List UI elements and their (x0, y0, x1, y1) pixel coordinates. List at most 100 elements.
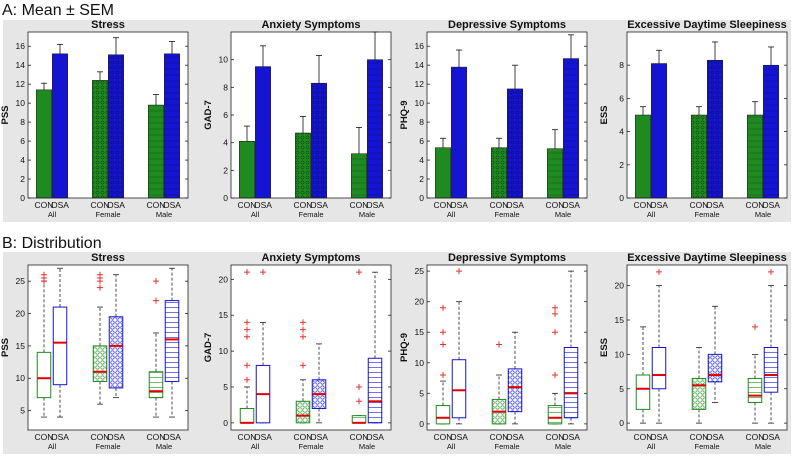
outlier-marker (153, 297, 159, 304)
x-tick-label: CON (634, 200, 653, 210)
x-tick-label: CON (746, 432, 765, 442)
outlier-marker (300, 326, 306, 333)
y-tick-label: 8 (419, 117, 424, 127)
x-tick-label: CON (546, 432, 565, 442)
x-tick-label: OSA (366, 432, 384, 442)
chart-bar-3: Excessive Daytime SleepinessESS02468CONO… (599, 19, 788, 219)
outlier-marker (97, 284, 103, 291)
bar (507, 88, 523, 199)
outlier-marker (300, 333, 306, 340)
y-tick-label: 6 (223, 110, 228, 120)
group-label: Male (755, 210, 771, 219)
box (507, 368, 523, 413)
y-tick-label: 20 (415, 297, 425, 307)
x-tick-label: CON (91, 200, 110, 210)
x-tick-label: OSA (310, 432, 328, 442)
y-tick-label: 20 (615, 281, 625, 291)
x-tick-label: CON (490, 200, 509, 210)
y-axis-label: PSS (0, 338, 11, 357)
x-tick-label: CON (350, 200, 369, 210)
bar (92, 80, 108, 199)
y-tick-label: 0 (619, 418, 624, 428)
y-tick-label: 10 (415, 358, 425, 368)
x-tick-label: OSA (706, 200, 724, 210)
bar (707, 59, 723, 199)
y-tick-label: 6 (619, 93, 624, 103)
y-tick-label: 4 (619, 127, 624, 137)
y-tick-label: 12 (415, 79, 425, 89)
x-tick-label: CON (147, 432, 166, 442)
plot-area (427, 265, 587, 430)
x-tick-label: CON (546, 200, 565, 210)
y-axis-label: PHQ-9 (399, 333, 410, 362)
y-tick-label: 16 (415, 41, 425, 51)
x-tick-label: OSA (506, 432, 524, 442)
chart-title: Anxiety Symptoms (261, 19, 360, 31)
x-tick-label: OSA (706, 432, 724, 442)
y-tick-label: 2 (223, 165, 228, 175)
chart-title: Anxiety Symptoms (261, 252, 360, 264)
outlier-marker (244, 326, 250, 333)
box (164, 300, 180, 382)
group-label: Male (755, 442, 771, 451)
plot-frame (426, 264, 588, 431)
outlier-marker (244, 269, 250, 276)
y-tick-label: 14 (16, 60, 26, 70)
chart-box-2: Depressive SymptomsPHQ-90510152025CONOSA… (399, 252, 588, 451)
y-tick-label: 4 (223, 138, 228, 148)
box (295, 400, 311, 424)
x-tick-label: OSA (562, 432, 580, 442)
plot-area (28, 32, 188, 198)
y-tick-label: 20 (16, 309, 26, 319)
box (763, 347, 779, 393)
y-tick-label: 16 (16, 41, 26, 51)
y-tick-label: 14 (415, 60, 425, 70)
x-tick-label: OSA (762, 432, 780, 442)
outlier-marker (244, 319, 250, 326)
y-tick-label: 0 (223, 418, 228, 428)
bar (547, 148, 563, 199)
group-label: All (447, 210, 456, 219)
y-tick-label: 10 (415, 98, 425, 108)
y-tick-label: 20 (219, 274, 229, 284)
y-tick-label: 15 (415, 327, 425, 337)
bar (491, 147, 507, 199)
x-tick-label: OSA (107, 432, 125, 442)
x-tick-label: CON (490, 432, 509, 442)
plot-frame (626, 264, 788, 431)
chart-title: Stress (91, 252, 125, 264)
y-axis-label: PSS (0, 105, 11, 124)
x-tick-label: OSA (366, 200, 384, 210)
bar (148, 104, 164, 199)
outlier-marker (244, 362, 250, 369)
x-tick-label: CON (294, 432, 313, 442)
chart-title: Excessive Daytime Sleepiness (627, 252, 787, 264)
group-label: All (48, 210, 57, 219)
box (148, 371, 164, 399)
x-tick-label: OSA (254, 200, 272, 210)
group-label: All (647, 442, 656, 451)
outlier-marker (41, 278, 47, 285)
plot-frame (27, 264, 189, 431)
x-tick-label: CON (91, 432, 110, 442)
x-tick-label: CON (294, 200, 313, 210)
group-label: Female (298, 210, 323, 219)
box (367, 357, 383, 424)
y-tick-label: 4 (20, 155, 25, 165)
group-label: Male (156, 210, 172, 219)
chart-title: Depressive Symptoms (448, 19, 566, 31)
box (351, 415, 367, 424)
y-tick-label: 25 (16, 276, 26, 286)
bar (563, 58, 579, 199)
group-label: All (647, 210, 656, 219)
bar (239, 141, 255, 199)
bar (763, 64, 779, 199)
group-label: Male (359, 210, 375, 219)
outlier-marker (552, 372, 558, 378)
y-tick-label: 10 (16, 98, 26, 108)
outlier-marker (768, 268, 774, 275)
plot-area (627, 32, 787, 198)
x-tick-label: OSA (762, 200, 780, 210)
chart-bar-1: Anxiety SymptomsGAD-70246810CONOSAAllCON… (203, 19, 392, 219)
